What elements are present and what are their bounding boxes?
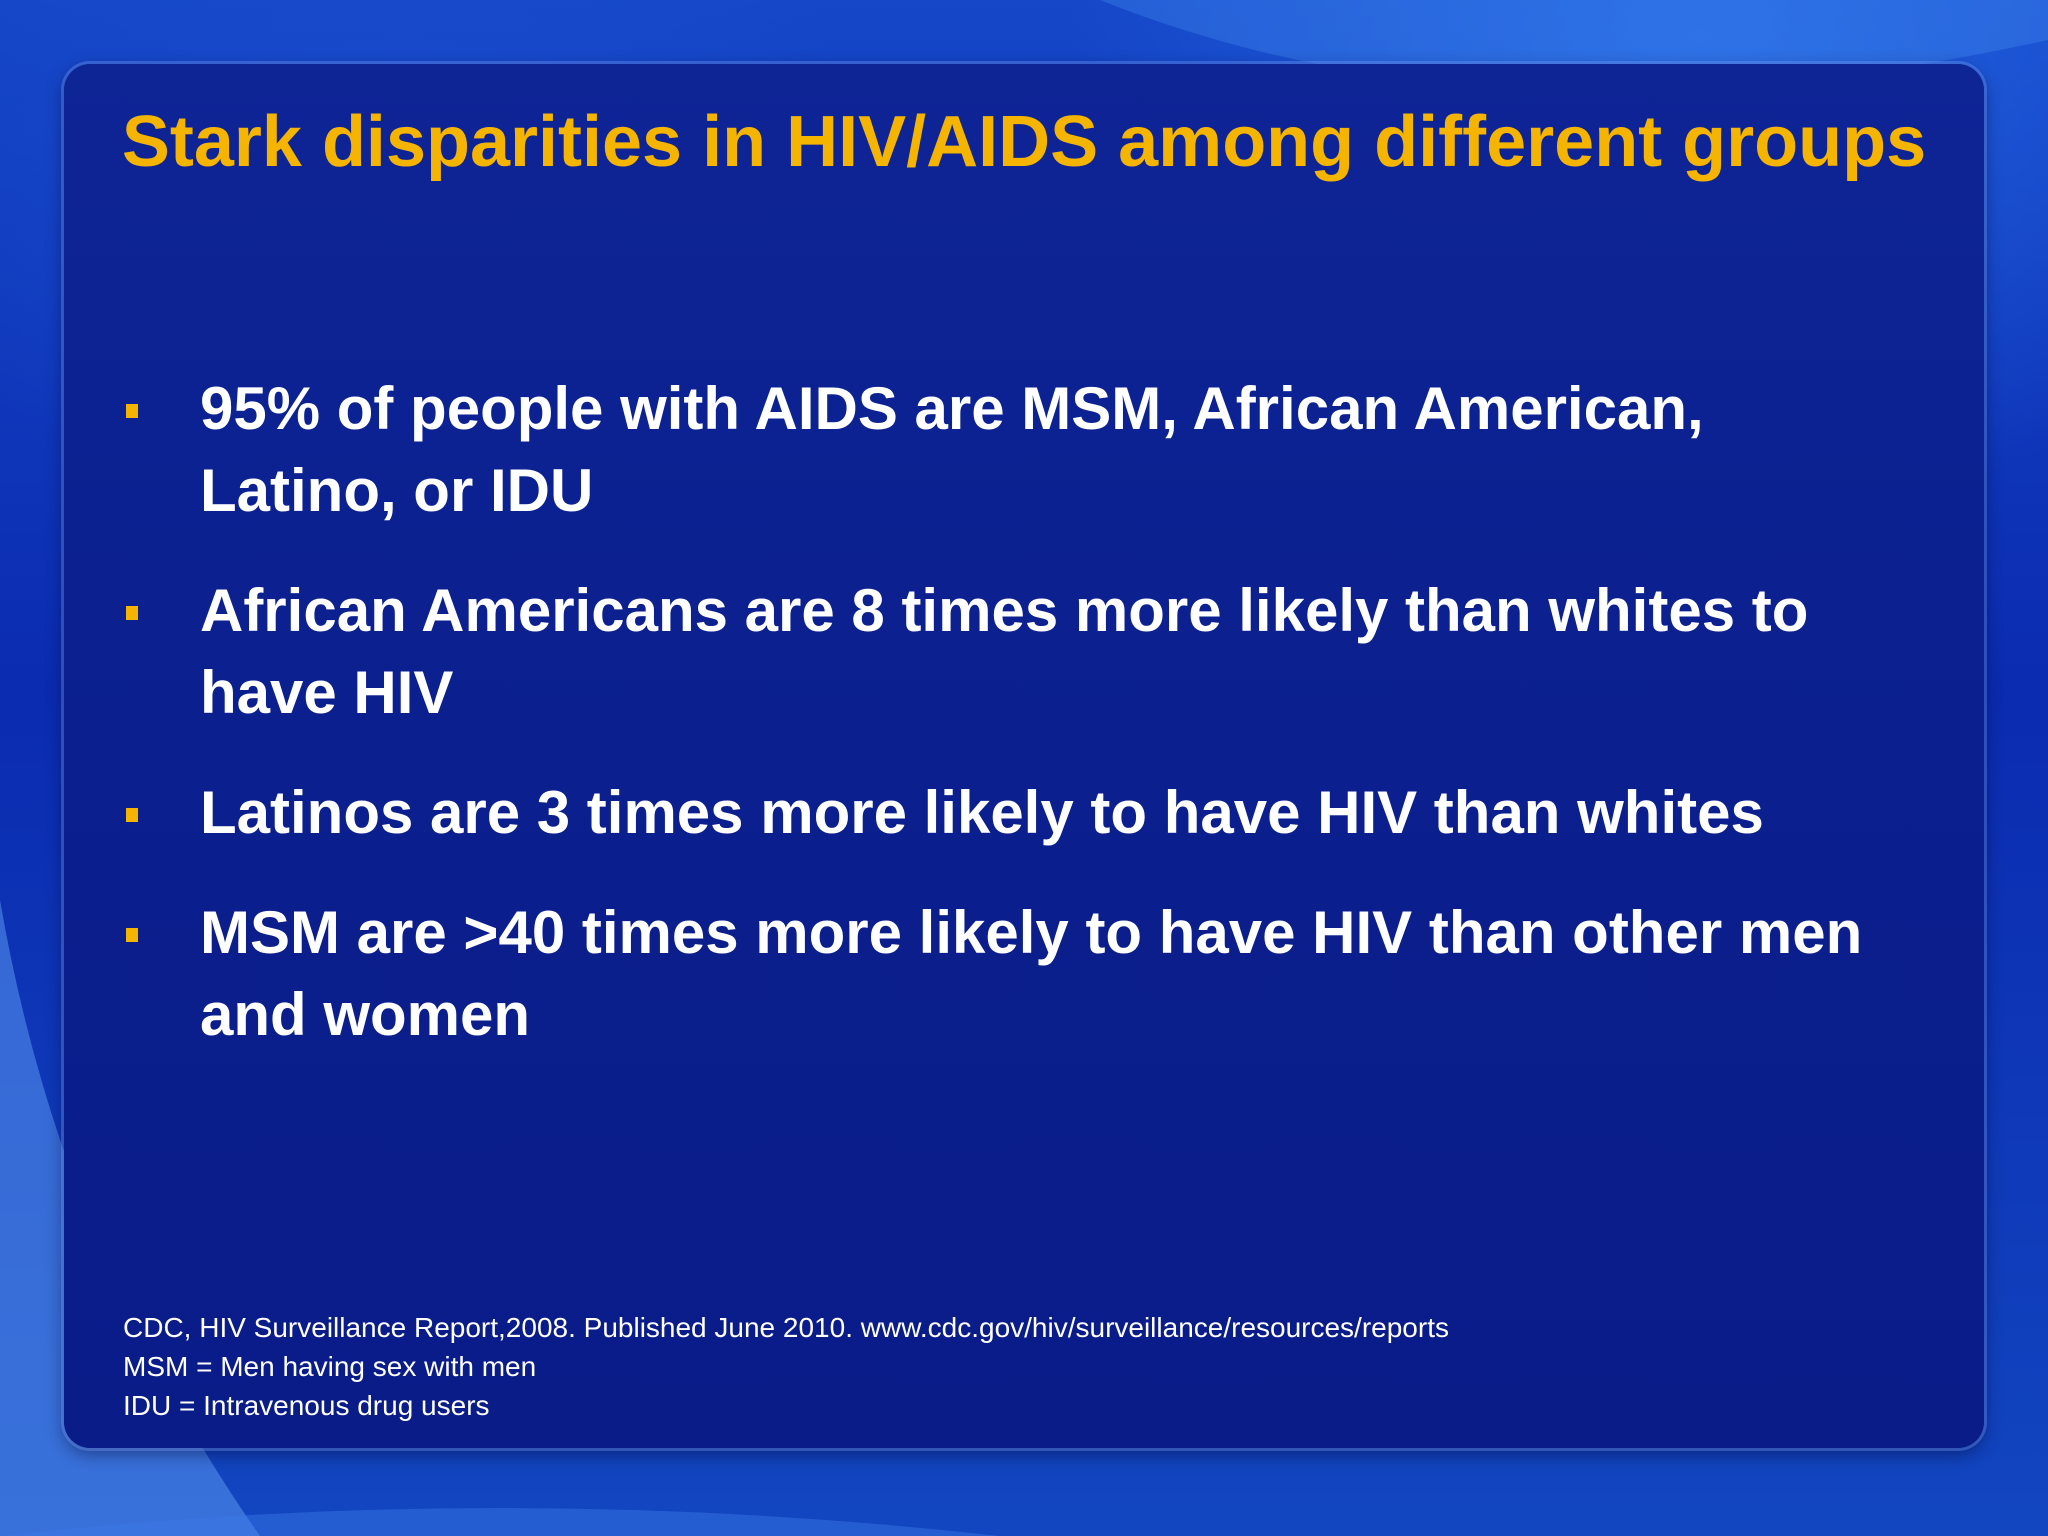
bullet-item: 95% of people with AIDS are MSM, African…	[120, 368, 1900, 532]
bullet-text: African Americans are 8 times more likel…	[200, 577, 1809, 726]
idu-definition: IDU = Intravenous drug users	[123, 1390, 490, 1421]
bullet-text: Latinos are 3 times more likely to have …	[200, 779, 1764, 846]
msm-definition: MSM = Men having sex with men	[123, 1351, 537, 1382]
slide-title: Stark disparities in HIV/AIDS among diff…	[121, 102, 1927, 182]
bullet-item: Latinos are 3 times more likely to have …	[120, 772, 1900, 854]
square-bullet-icon	[126, 606, 138, 620]
square-bullet-icon	[126, 928, 138, 942]
bullet-text: MSM are >40 times more likely to have HI…	[200, 899, 1863, 1048]
source-citation: CDC, HIV Surveillance Report,2008. Publi…	[123, 1312, 1449, 1343]
bullet-text: 95% of people with AIDS are MSM, African…	[200, 375, 1704, 524]
square-bullet-icon	[126, 404, 138, 418]
content-panel	[64, 64, 1984, 1448]
bullet-item: African Americans are 8 times more likel…	[120, 570, 1900, 734]
bullet-list: 95% of people with AIDS are MSM, African…	[120, 368, 1900, 1094]
square-bullet-icon	[126, 808, 138, 822]
bullet-item: MSM are >40 times more likely to have HI…	[120, 892, 1900, 1056]
footnotes: CDC, HIV Surveillance Report,2008. Publi…	[123, 1308, 1449, 1425]
